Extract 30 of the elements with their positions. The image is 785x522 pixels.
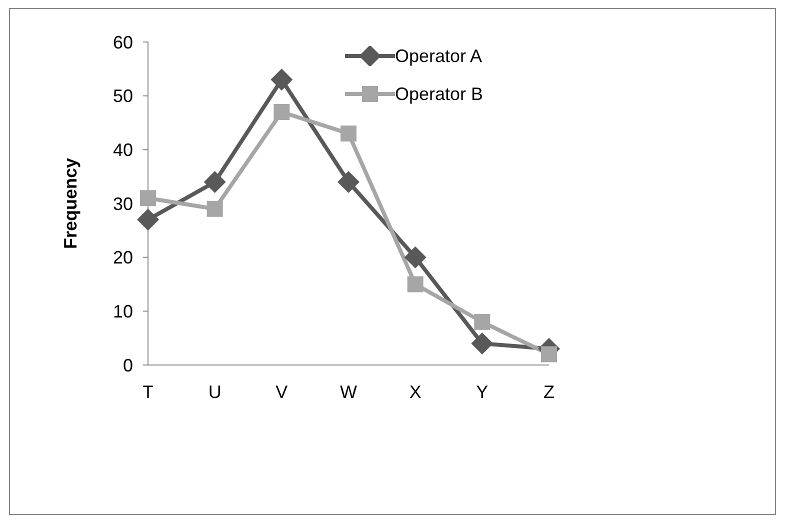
x-tick-label: Y	[476, 382, 488, 402]
legend-label: Operator A	[395, 46, 482, 66]
x-tick-label: W	[340, 382, 357, 402]
x-tick-label: Z	[544, 382, 554, 402]
legend-label: Operator B	[395, 84, 484, 104]
point	[404, 246, 426, 268]
point	[541, 346, 557, 362]
y-axis-title: Frequency	[60, 158, 80, 250]
point	[270, 68, 293, 91]
x-tick-label: U	[208, 382, 222, 402]
x-tick-label: V	[276, 382, 288, 402]
point	[140, 190, 156, 206]
point	[338, 170, 360, 193]
x-tick-label: X	[409, 382, 422, 402]
point	[340, 126, 356, 142]
point	[137, 208, 159, 231]
point	[274, 104, 290, 120]
point	[474, 314, 490, 330]
point	[204, 170, 226, 193]
y-tick-label: 0	[122, 355, 133, 376]
y-tick-label: 50	[112, 86, 133, 106]
point	[407, 276, 424, 292]
x-tick-label: T	[142, 382, 154, 402]
point	[471, 332, 494, 354]
y-tick-label: 40	[112, 140, 133, 160]
point	[206, 200, 223, 217]
y-tick-label: 60	[112, 32, 133, 52]
y-tick-label: 10	[112, 302, 133, 322]
y-tick-label: 20	[112, 248, 133, 268]
y-tick-label: 30	[112, 194, 133, 214]
